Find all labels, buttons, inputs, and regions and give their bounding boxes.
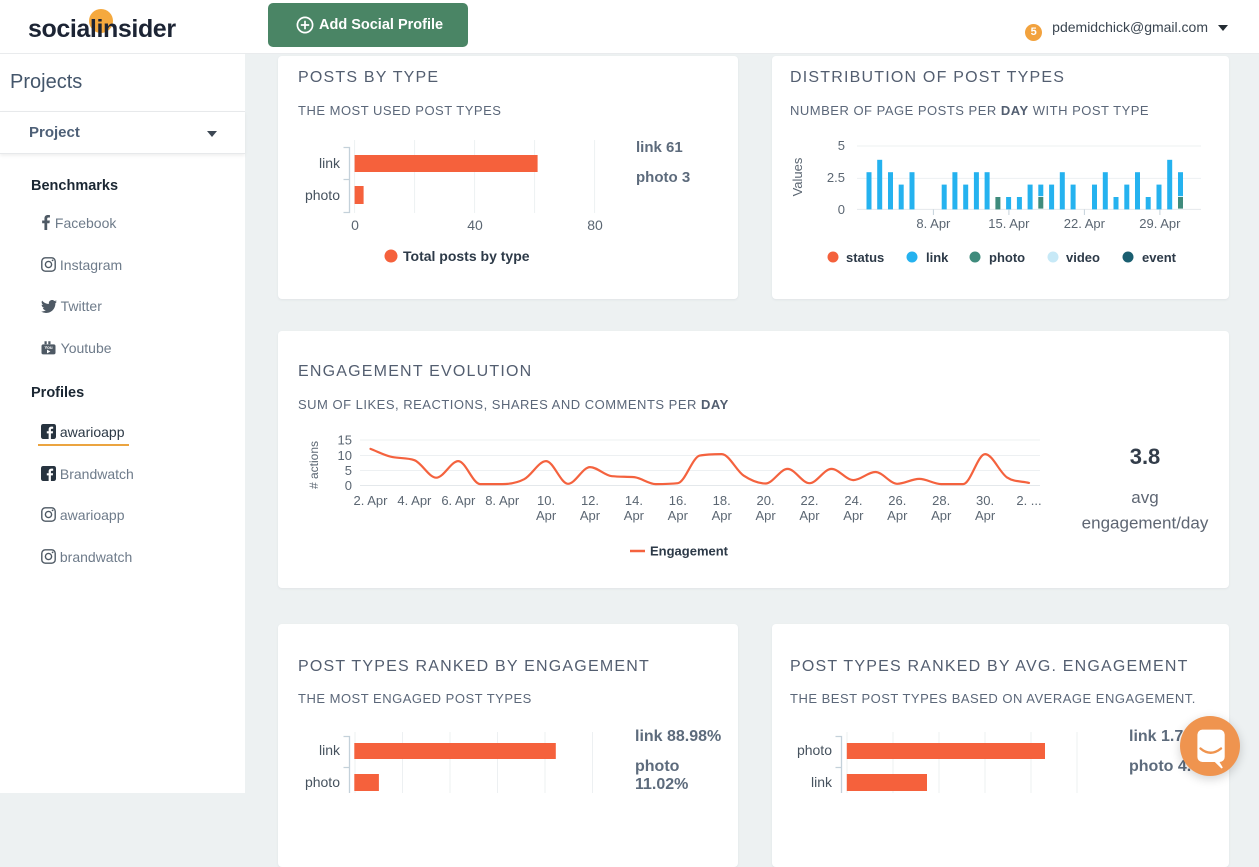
svg-text:80: 80: [587, 217, 603, 233]
svg-text:Apr: Apr: [712, 508, 733, 523]
svg-text:15: 15: [338, 433, 352, 448]
svg-text:Apr: Apr: [975, 508, 996, 523]
svg-text:30.: 30.: [976, 493, 994, 508]
svg-text:link: link: [811, 774, 833, 790]
svg-text:10: 10: [338, 448, 352, 463]
svg-text:5: 5: [838, 138, 845, 153]
svg-text:engagement/day: engagement/day: [1082, 514, 1209, 533]
svg-text:Apr: Apr: [580, 508, 601, 523]
svg-text:Apr: Apr: [668, 508, 689, 523]
svg-text:photo: photo: [989, 250, 1025, 265]
svg-text:Apr: Apr: [536, 508, 557, 523]
svg-text:2. ...: 2. ...: [1016, 493, 1041, 508]
svg-text:0: 0: [351, 217, 359, 233]
svg-text:# actions: # actions: [307, 441, 321, 489]
svg-text:8. Apr: 8. Apr: [916, 216, 951, 231]
svg-text:8. Apr: 8. Apr: [485, 493, 520, 508]
svg-text:6. Apr: 6. Apr: [441, 493, 476, 508]
svg-text:14.: 14.: [625, 493, 643, 508]
svg-text:avg: avg: [1131, 488, 1158, 507]
svg-text:Apr: Apr: [931, 508, 952, 523]
svg-text:event: event: [1142, 250, 1177, 265]
svg-text:link: link: [319, 742, 341, 758]
svg-text:video: video: [1066, 250, 1100, 265]
svg-text:photo: photo: [305, 774, 340, 790]
svg-text:2. Apr: 2. Apr: [354, 493, 389, 508]
svg-text:16.: 16.: [669, 493, 687, 508]
svg-text:4. Apr: 4. Apr: [397, 493, 432, 508]
svg-text:15. Apr: 15. Apr: [988, 216, 1030, 231]
svg-text:link: link: [926, 250, 949, 265]
svg-text:2.5: 2.5: [827, 170, 845, 185]
svg-text:24.: 24.: [844, 493, 862, 508]
svg-text:18.: 18.: [713, 493, 731, 508]
svg-text:22. Apr: 22. Apr: [1064, 216, 1106, 231]
svg-text:link: link: [319, 155, 341, 171]
svg-text:Total posts by type: Total posts by type: [403, 248, 530, 264]
svg-text:Engagement: Engagement: [650, 544, 729, 559]
svg-text:photo: photo: [305, 187, 340, 203]
svg-text:10.: 10.: [537, 493, 555, 508]
svg-text:link 61: link 61: [636, 139, 683, 156]
svg-text:Apr: Apr: [843, 508, 864, 523]
svg-text:photo: photo: [635, 758, 680, 775]
svg-text:3.8: 3.8: [1130, 444, 1161, 469]
svg-text:photo: photo: [797, 742, 832, 758]
svg-text:Apr: Apr: [799, 508, 820, 523]
svg-text:Values: Values: [790, 157, 805, 196]
svg-text:29. Apr: 29. Apr: [1139, 216, 1181, 231]
svg-text:status: status: [846, 250, 884, 265]
svg-text:link 1.72: link 1.72: [1129, 728, 1192, 745]
svg-text:Apr: Apr: [755, 508, 776, 523]
svg-text:5: 5: [345, 463, 352, 478]
svg-text:26.: 26.: [888, 493, 906, 508]
svg-text:0: 0: [345, 478, 352, 493]
svg-text:link 88.98%: link 88.98%: [635, 728, 721, 745]
svg-text:photo 3: photo 3: [636, 169, 690, 186]
svg-text:You: You: [44, 345, 52, 350]
svg-text:0: 0: [838, 202, 845, 217]
svg-text:Apr: Apr: [624, 508, 645, 523]
svg-text:22.: 22.: [800, 493, 818, 508]
svg-text:Apr: Apr: [887, 508, 908, 523]
svg-text:20.: 20.: [757, 493, 775, 508]
svg-text:40: 40: [467, 217, 483, 233]
svg-text:12.: 12.: [581, 493, 599, 508]
svg-text:28.: 28.: [932, 493, 950, 508]
svg-text:11.02%: 11.02%: [635, 776, 688, 793]
